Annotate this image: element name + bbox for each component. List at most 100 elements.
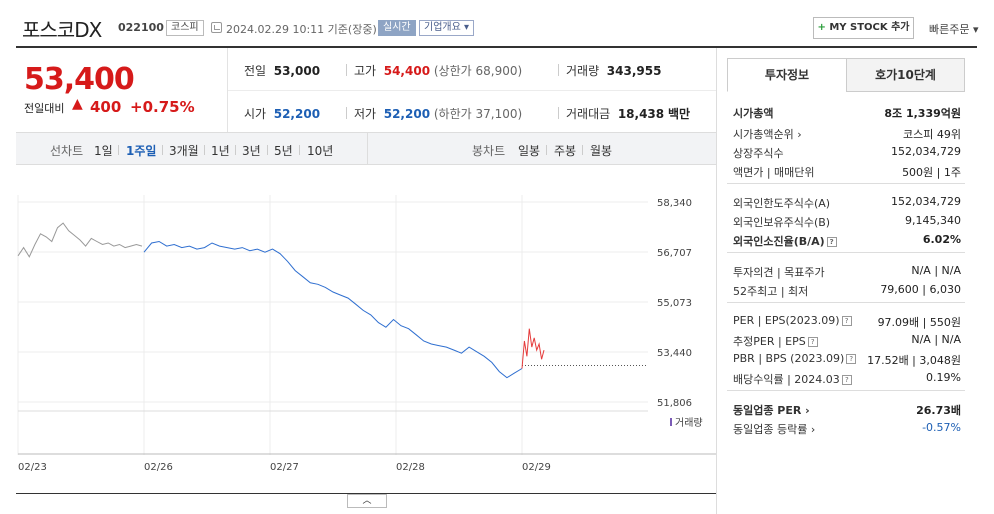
company-overview-dropdown[interactable]: 기업개요 ▾: [419, 20, 474, 36]
info-value: 9,145,340: [905, 214, 961, 227]
help-icon[interactable]: ?: [807, 337, 818, 347]
info-row: 시가총액순위 › 코스피 49위: [733, 126, 961, 142]
tab-period-3y[interactable]: 3년: [242, 144, 261, 158]
chart-tabbar: 선차트 1일 1주일 3개월 1년 3년 5년 10년 봉차트 일봉 주봉 월봉: [16, 132, 716, 165]
x-tick-label: 02/28: [396, 462, 425, 473]
info-value: N/A | N/A: [911, 264, 961, 277]
realtime-button[interactable]: 실시간: [378, 20, 416, 36]
current-price: 53,400: [24, 62, 135, 97]
info-value: 152,034,729: [891, 195, 961, 208]
y-tick-label: 56,707: [657, 248, 692, 259]
info-value: N/A | N/A: [911, 333, 961, 346]
info-row: PER | EPS(2023.09)? 97.09배 | 550원: [733, 314, 961, 330]
market-badge: 코스피: [166, 20, 204, 36]
info-key: 배당수익률 | 2024.03?: [733, 371, 852, 387]
stat-low: 저가 52,200 (하한가 37,100): [354, 107, 523, 121]
info-value: 152,034,729: [891, 145, 961, 158]
plus-icon: +: [817, 22, 826, 33]
info-key: 투자의견 | 목표주가: [733, 266, 825, 279]
price-series-line: [17, 222, 143, 258]
info-key: 추정PER | EPS?: [733, 333, 818, 349]
help-icon[interactable]: ?: [841, 316, 852, 326]
stock-name: 포스코DX: [22, 18, 102, 42]
volume-legend-label: 거래량: [675, 417, 703, 429]
my-stock-add-button[interactable]: + MY STOCK 추가: [813, 17, 914, 39]
info-value: 17.52배 | 3,048원: [867, 354, 961, 367]
price-chart-svg: 58,340 56,707 55,073 53,440 51,806 02/23 02/26…: [17, 195, 716, 473]
info-key[interactable]: 동일업종 PER ›: [733, 404, 810, 417]
info-row: 동일업종 등락률 › -0.57%: [733, 421, 961, 437]
info-value: 97.09배 | 550원: [877, 316, 961, 329]
stat-open: 시가 52,200: [244, 107, 321, 121]
info-value: 8조 1,339억원: [884, 107, 961, 120]
help-icon[interactable]: ?: [846, 354, 857, 364]
tab-period-1d[interactable]: 1일: [94, 144, 113, 158]
tab-investment-info[interactable]: 투자정보: [727, 58, 847, 92]
line-chart-label: 선차트: [50, 144, 84, 158]
chevron-up-icon[interactable]: ︿: [347, 494, 387, 508]
tab-candle-monthly[interactable]: 월봉: [590, 144, 613, 158]
info-value: 6.02%: [922, 233, 961, 246]
stock-header: 포스코DX 022100 코스피 2024.02.29 10:11 기준(장중)…: [0, 0, 994, 46]
tab-candle-daily[interactable]: 일봉: [518, 144, 541, 158]
info-value: 26.73배: [916, 404, 961, 417]
tab-period-5y[interactable]: 5년: [274, 144, 293, 158]
y-tick-label: 53,440: [657, 348, 692, 359]
up-arrow-icon: ▲: [72, 96, 83, 112]
info-value: -0.57%: [922, 421, 961, 434]
info-row: 외국인소진율(B/A)? 6.02%: [733, 233, 961, 249]
timestamp: 2024.02.29 10:11 기준(장중): [226, 23, 377, 36]
my-stock-label: MY STOCK 추가: [829, 22, 910, 33]
info-row: 52주최고 | 최저 79,600 | 6,030: [733, 283, 961, 299]
info-key: 액면가 | 매매단위: [733, 166, 815, 179]
group-divider: [727, 302, 965, 303]
info-key: 52주최고 | 최저: [733, 285, 809, 298]
tab-orderbook[interactable]: 호가10단계: [846, 58, 965, 92]
clock-icon: [211, 22, 222, 33]
info-key[interactable]: 시가총액순위 ›: [733, 128, 802, 141]
stats-row-divider: [228, 90, 716, 91]
price-series-line: [521, 328, 545, 369]
tab-candle-weekly[interactable]: 주봉: [554, 144, 577, 158]
info-value: 0.19%: [926, 371, 961, 384]
info-row: 투자의견 | 목표주가 N/A | N/A: [733, 264, 961, 280]
tab-period-3m[interactable]: 3개월: [169, 144, 199, 158]
info-row: 시가총액 8조 1,339억원: [733, 105, 961, 121]
info-row: 외국인보유주식수(B) 9,145,340: [733, 214, 961, 230]
info-key[interactable]: 동일업종 등락률 ›: [733, 423, 816, 436]
x-tick-label: 02/26: [144, 462, 173, 473]
info-row: PBR | BPS (2023.09)? 17.52배 | 3,048원: [733, 352, 961, 368]
tab-period-1y[interactable]: 1년: [211, 144, 230, 158]
stat-high: 고가 54,400 (상한가 68,900): [354, 64, 523, 78]
info-key: 시가총액: [733, 107, 774, 120]
stat-prev: 전일 53,000: [244, 64, 321, 78]
info-key: 상장주식수: [733, 147, 784, 160]
chart-bottom-divider: [16, 493, 716, 494]
candle-chart-label: 봉차트: [472, 144, 506, 158]
y-tick-label: 51,806: [657, 398, 692, 409]
info-row: 액면가 | 매매단위 500원 | 1주: [733, 164, 961, 180]
info-row: 외국인한도주식수(A) 152,034,729: [733, 195, 961, 211]
quick-order-dropdown[interactable]: 빠른주문 ▾: [929, 23, 979, 36]
info-key: PBR | BPS (2023.09)?: [733, 352, 857, 365]
info-key: 외국인보유주식수(B): [733, 216, 831, 229]
price-chart: 58,340 56,707 55,073 53,440 51,806 02/23 02/26…: [16, 165, 716, 483]
x-tick-label: 02/27: [270, 462, 299, 473]
x-tick-label: 02/29: [522, 462, 551, 473]
help-icon[interactable]: ?: [826, 237, 837, 247]
group-divider: [727, 252, 965, 253]
quote-stats: 전일 53,000 고가 54,400 (상한가 68,900) 거래량 343…: [228, 48, 716, 132]
header-divider: [16, 46, 977, 48]
side-divider: [716, 48, 717, 514]
price-box: 53,400 전일대비 ▲ 400 +0.75%: [16, 48, 228, 132]
price-change: 400: [90, 98, 122, 116]
tab-period-1w[interactable]: 1주일: [126, 144, 157, 158]
info-key: 외국인한도주식수(A): [733, 197, 831, 210]
info-row: 추정PER | EPS? N/A | N/A: [733, 333, 961, 349]
tab-period-10y[interactable]: 10년: [307, 144, 334, 158]
price-series-line: [143, 240, 523, 379]
y-tick-label: 58,340: [657, 198, 692, 209]
y-tick-label: 55,073: [657, 298, 692, 309]
help-icon[interactable]: ?: [841, 375, 852, 385]
info-row: 동일업종 PER › 26.73배: [733, 402, 961, 418]
